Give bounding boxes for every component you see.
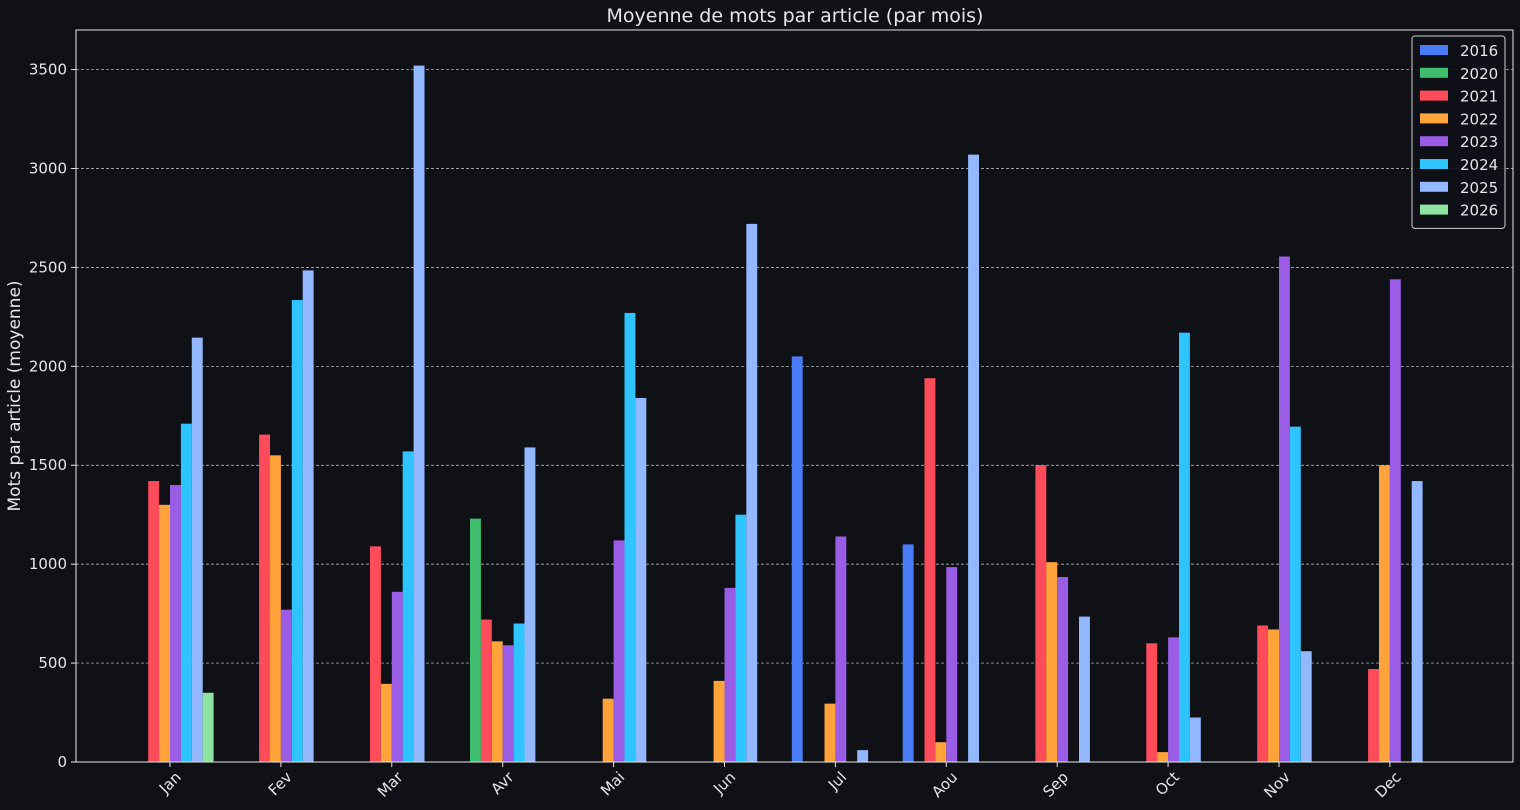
bar-2025-aou: [968, 154, 979, 762]
bar-2021-dec: [1368, 669, 1379, 762]
y-tick-label: 2500: [29, 258, 67, 276]
bar-2023-aou: [946, 567, 958, 762]
bar-2025-jan: [191, 337, 203, 762]
y-axis-ticks: 0 500 1000 1500 2000 2500 3000 3500: [29, 61, 76, 771]
bar-2022-mai: [602, 698, 614, 762]
bar-2024-mai: [624, 312, 636, 762]
bar-2023-mai: [613, 540, 625, 762]
bar-2025-dec: [1411, 481, 1423, 762]
y-tick-label: 2000: [29, 357, 67, 375]
bar-2025-jun: [746, 223, 758, 762]
y-tick-label: 0: [57, 753, 67, 771]
bar-2023-dec: [1389, 279, 1401, 762]
bar-2024-oct: [1179, 332, 1190, 762]
bar-2022-jul: [824, 703, 836, 762]
y-tick-label: 500: [38, 654, 67, 672]
plot-frame: [75, 29, 1514, 763]
bar-2025-avr: [524, 447, 536, 762]
bar-2023-avr: [502, 645, 514, 762]
bar-2022-nov: [1268, 629, 1279, 762]
legend-swatch-2025: [1420, 181, 1448, 192]
bar-2025-oct: [1189, 717, 1201, 762]
chart-title: Moyenne de mots par article (par mois): [607, 5, 984, 27]
bar-2022-aou: [935, 742, 947, 762]
legend-label-2021: 2021: [1460, 88, 1498, 106]
bar-2023-oct: [1168, 637, 1179, 762]
bar-2025-sep: [1079, 616, 1090, 762]
bar-2016-jul: [791, 356, 803, 762]
y-tick-label: 1500: [29, 456, 67, 474]
bar-2021-nov: [1257, 625, 1269, 762]
y-tick-label: 3000: [29, 159, 67, 177]
legend-swatch-2020: [1420, 67, 1448, 78]
legend-label-2023: 2023: [1460, 133, 1498, 151]
legend-box: [1411, 35, 1506, 229]
bar-2024-fev: [291, 300, 303, 762]
bar-2023-jan: [170, 485, 181, 762]
bar-2022-fev: [270, 455, 281, 762]
y-axis-label: Mots par article (moyenne): [5, 280, 25, 511]
legend: 2016 2020 2021 2022 2023 2024 2025 2026: [1411, 35, 1506, 229]
legend-swatch-2021: [1420, 90, 1448, 101]
bar-2021-fev: [259, 434, 270, 762]
bar-2022-dec: [1379, 465, 1390, 762]
bar-2021-oct: [1146, 643, 1158, 762]
bar-2023-nov: [1279, 256, 1290, 762]
y-tick-label: 3500: [29, 61, 67, 79]
bar-2023-jun: [724, 587, 736, 762]
bar-2023-jul: [835, 536, 847, 762]
bar-2024-jan: [180, 423, 192, 762]
bar-2025-fev: [302, 270, 314, 762]
bar-2026-jan: [202, 692, 214, 762]
legend-label-2020: 2020: [1460, 65, 1498, 83]
legend-label-2024: 2024: [1460, 156, 1498, 174]
bar-2025-mar: [413, 65, 425, 763]
legend-label-2022: 2022: [1460, 110, 1498, 128]
bar-2021-sep: [1035, 465, 1047, 762]
bar-2022-jun: [713, 680, 725, 762]
legend-label-2025: 2025: [1460, 179, 1498, 197]
bar-2022-avr: [491, 641, 503, 762]
y-tick-label: 1000: [29, 555, 67, 573]
legend-swatch-2022: [1420, 113, 1448, 124]
bar-2021-jan: [148, 481, 160, 762]
legend-swatch-2023: [1420, 136, 1448, 147]
legend-swatch-2016: [1420, 45, 1448, 55]
bar-2022-oct: [1157, 752, 1169, 762]
bar-2023-mar: [391, 591, 403, 762]
legend-label-2026: 2026: [1460, 202, 1498, 220]
bar-2024-mar: [402, 451, 414, 762]
bar-2022-sep: [1046, 562, 1058, 762]
bar-2022-jan: [159, 504, 170, 762]
legend-swatch-2024: [1420, 159, 1448, 169]
bar-2023-sep: [1057, 577, 1069, 762]
bar-2024-avr: [513, 623, 525, 762]
bar-2023-fev: [280, 609, 292, 762]
bar-2025-mai: [635, 397, 647, 762]
bar-2016-aou: [902, 544, 914, 762]
bar-2024-nov: [1289, 426, 1301, 762]
bar-2020-avr: [470, 518, 481, 762]
bar-2022-mar: [380, 683, 392, 762]
bar-2021-mar: [370, 546, 381, 762]
legend-swatch-2026: [1420, 204, 1448, 215]
bars-group: [148, 65, 1423, 763]
bar-2025-jul: [857, 750, 869, 762]
bar-2025-nov: [1300, 651, 1312, 762]
bar-2021-avr: [480, 619, 492, 762]
bar-2024-jun: [735, 514, 747, 762]
bar-2021-aou: [924, 378, 936, 762]
legend-label-2016: 2016: [1460, 42, 1498, 60]
